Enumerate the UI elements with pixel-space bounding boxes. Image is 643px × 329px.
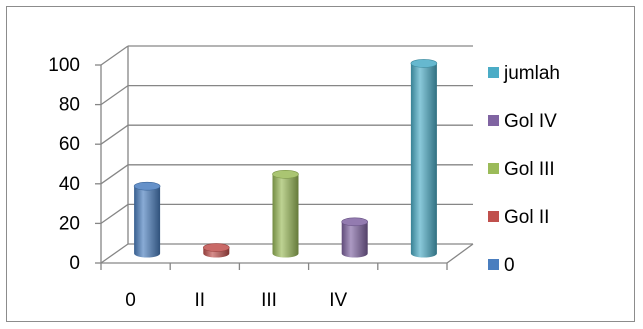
x-tick-label: IV (329, 290, 347, 311)
bar (273, 170, 299, 257)
x-tick-label: II (195, 290, 206, 311)
y-tick-label: 60 (59, 134, 80, 155)
legend-label: 0 (504, 255, 515, 276)
bar-top (203, 244, 229, 252)
y-tick-label: 20 (59, 213, 80, 234)
legend-label: Gol IV (504, 111, 557, 132)
gridline-side (101, 46, 128, 65)
gridline-side (101, 244, 128, 263)
legend-swatch (488, 67, 499, 78)
bar (342, 218, 368, 258)
gridline-side (101, 165, 128, 184)
bar (203, 244, 229, 258)
gridline-side (101, 86, 128, 105)
legend-swatch (488, 115, 499, 126)
bar-top (411, 59, 437, 67)
gridline-side (101, 204, 128, 223)
gridline-side (101, 125, 128, 144)
y-tick-label: 40 (59, 174, 80, 195)
y-tick-label: 100 (48, 55, 80, 76)
x-tick-label: III (261, 290, 277, 311)
x-tick-label: 0 (125, 290, 136, 311)
bar-body (273, 174, 299, 257)
bar-top (134, 182, 160, 190)
bar-top (342, 218, 368, 226)
bar-body (411, 63, 437, 257)
bar-top (273, 170, 299, 178)
y-tick-label: 80 (59, 95, 80, 116)
legend-swatch (488, 259, 499, 270)
floor-edge (447, 244, 473, 263)
bar (411, 59, 437, 257)
legend-swatch (488, 163, 499, 174)
legend-label: Gol III (504, 159, 555, 180)
legend-label: jumlah (503, 63, 560, 84)
bar-body (342, 222, 368, 258)
legend-swatch (488, 211, 499, 222)
bar-body (134, 186, 160, 257)
y-tick-label: 0 (69, 253, 80, 274)
bar (134, 182, 160, 257)
legend-label: Gol II (504, 207, 549, 228)
